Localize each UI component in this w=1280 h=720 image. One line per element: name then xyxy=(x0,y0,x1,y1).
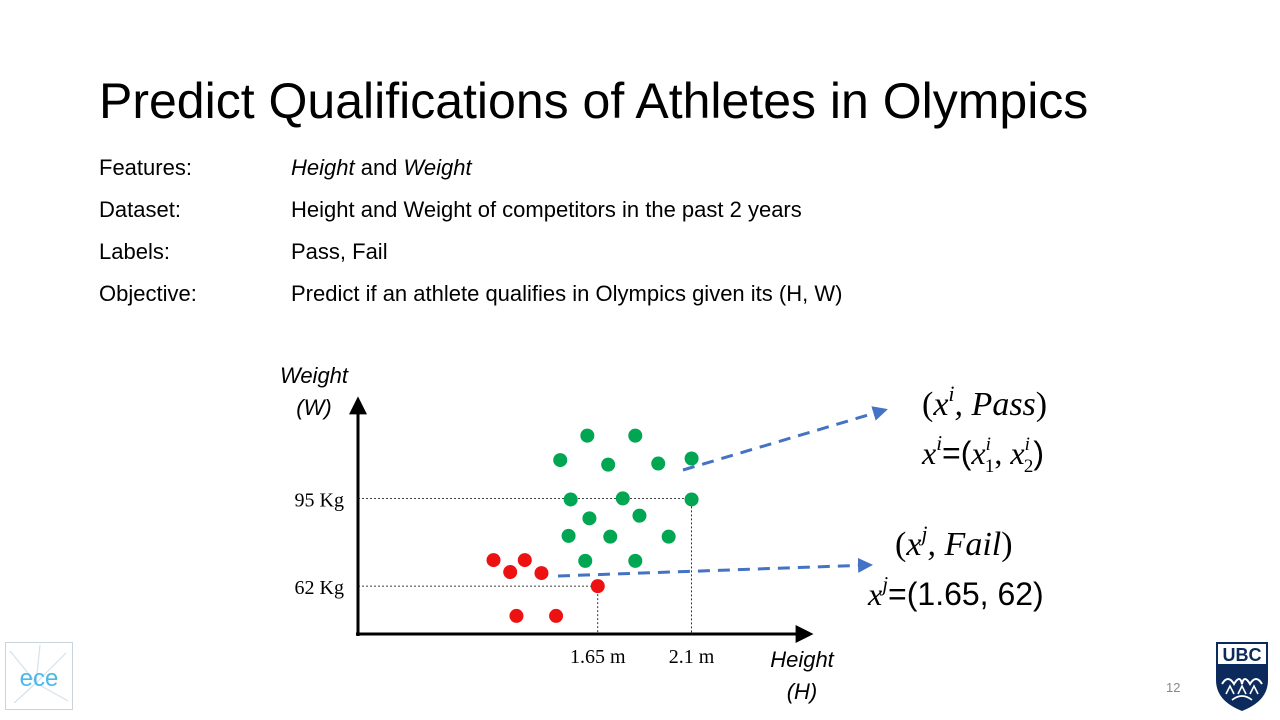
pass-tuple-x: x xyxy=(932,386,948,423)
ece-logo-text: ece xyxy=(20,665,59,692)
fail-point xyxy=(534,566,549,581)
labels-value: Pass, Fail xyxy=(291,239,388,264)
features-height: Height xyxy=(291,155,355,180)
pass-point xyxy=(563,492,578,507)
fail-point xyxy=(503,565,518,580)
ubc-crest: UBC xyxy=(1216,642,1268,711)
pass-point xyxy=(661,529,676,544)
fail-point xyxy=(517,553,532,568)
x-tick-label: 2.1 m xyxy=(669,646,715,668)
fail-arrow xyxy=(557,557,873,578)
ubc-logo: UBC xyxy=(1214,640,1270,712)
y-axis-label-line2: (W) xyxy=(296,395,331,420)
pass-vector: xi=(xi 1, xi 2) xyxy=(921,431,1044,477)
features-value: Height and Weight xyxy=(291,155,472,181)
fail-tuple-sup: j xyxy=(918,521,927,546)
pass-vector-close: ) xyxy=(1033,435,1044,471)
fail-vector-x: x xyxy=(867,576,882,612)
y-tick-label: 95 Kg xyxy=(295,489,344,511)
labels-label: Labels: xyxy=(99,239,170,264)
fail-point xyxy=(549,608,564,623)
pass-arrow xyxy=(682,406,888,472)
fail-vector: xj=(1.65, 62) xyxy=(867,572,1044,612)
x-tick-label: 1.65 m xyxy=(570,646,626,668)
pass-vector-x1-sub: 1 xyxy=(985,456,995,477)
fail-tuple: (xj, Fail) xyxy=(895,521,1013,563)
pass-vector-x1: x xyxy=(970,435,985,471)
pass-vector-sep: , xyxy=(994,435,1010,471)
fail-point xyxy=(509,608,524,623)
pass-vector-x: x xyxy=(921,435,936,471)
pass-point xyxy=(603,529,618,544)
dataset-value: Height and Weight of competitors in the … xyxy=(291,197,802,222)
page-number: 12 xyxy=(1166,680,1181,695)
features-label: Features: xyxy=(99,155,192,180)
pass-point xyxy=(578,553,593,568)
pass-tuple: (xi, Pass) xyxy=(922,381,1047,423)
pass-vector-x1-sup: i xyxy=(986,434,991,455)
fail-tuple-x: x xyxy=(905,526,921,563)
slide-title: Predict Qualifications of Athletes in Ol… xyxy=(99,73,1089,129)
fail-point xyxy=(590,579,605,594)
pass-point xyxy=(580,428,595,443)
dataset-label: Dataset: xyxy=(99,197,181,222)
pass-point xyxy=(684,492,699,507)
x-axis-label-line2: (H) xyxy=(787,679,818,704)
pass-point xyxy=(651,456,666,471)
ubc-logo-text: UBC xyxy=(1223,645,1262,665)
fail-vector-value: =(1.65, 62) xyxy=(888,576,1044,612)
pass-tuple-label: , Pass xyxy=(955,386,1036,423)
pass-point xyxy=(561,528,576,543)
ece-logo: ece xyxy=(5,642,73,710)
objective-value: Predict if an athlete qualifies in Olymp… xyxy=(291,281,843,306)
pass-vector-x2: x xyxy=(1009,435,1024,471)
pass-point xyxy=(615,491,630,506)
pass-point xyxy=(582,511,597,526)
pass-vector-x2-sup: i xyxy=(1025,434,1030,455)
pass-point xyxy=(601,457,616,472)
pass-point xyxy=(628,553,643,568)
pass-point xyxy=(632,508,647,523)
y-axis-label-line1: Weight xyxy=(280,363,349,388)
pass-vector-eq: =( xyxy=(942,435,972,471)
pass-vector-x2-sub: 2 xyxy=(1024,456,1034,477)
fail-point xyxy=(486,553,501,568)
pass-point xyxy=(684,451,699,466)
x-axis-label-line1: Height xyxy=(770,647,834,672)
fail-vector-sup: j xyxy=(879,572,888,596)
pass-tuple-sup: i xyxy=(948,381,954,406)
features-and: and xyxy=(354,155,404,180)
y-tick-label: 62 Kg xyxy=(295,577,344,599)
features-weight: Weight xyxy=(403,155,472,180)
objective-label: Objective: xyxy=(99,281,197,306)
pass-point xyxy=(628,428,643,443)
pass-point xyxy=(553,453,568,468)
ece-logo-graphic: ece xyxy=(9,644,69,704)
fail-tuple-label: , Fail xyxy=(928,526,1002,563)
pass-vector-sup: i xyxy=(936,431,942,455)
